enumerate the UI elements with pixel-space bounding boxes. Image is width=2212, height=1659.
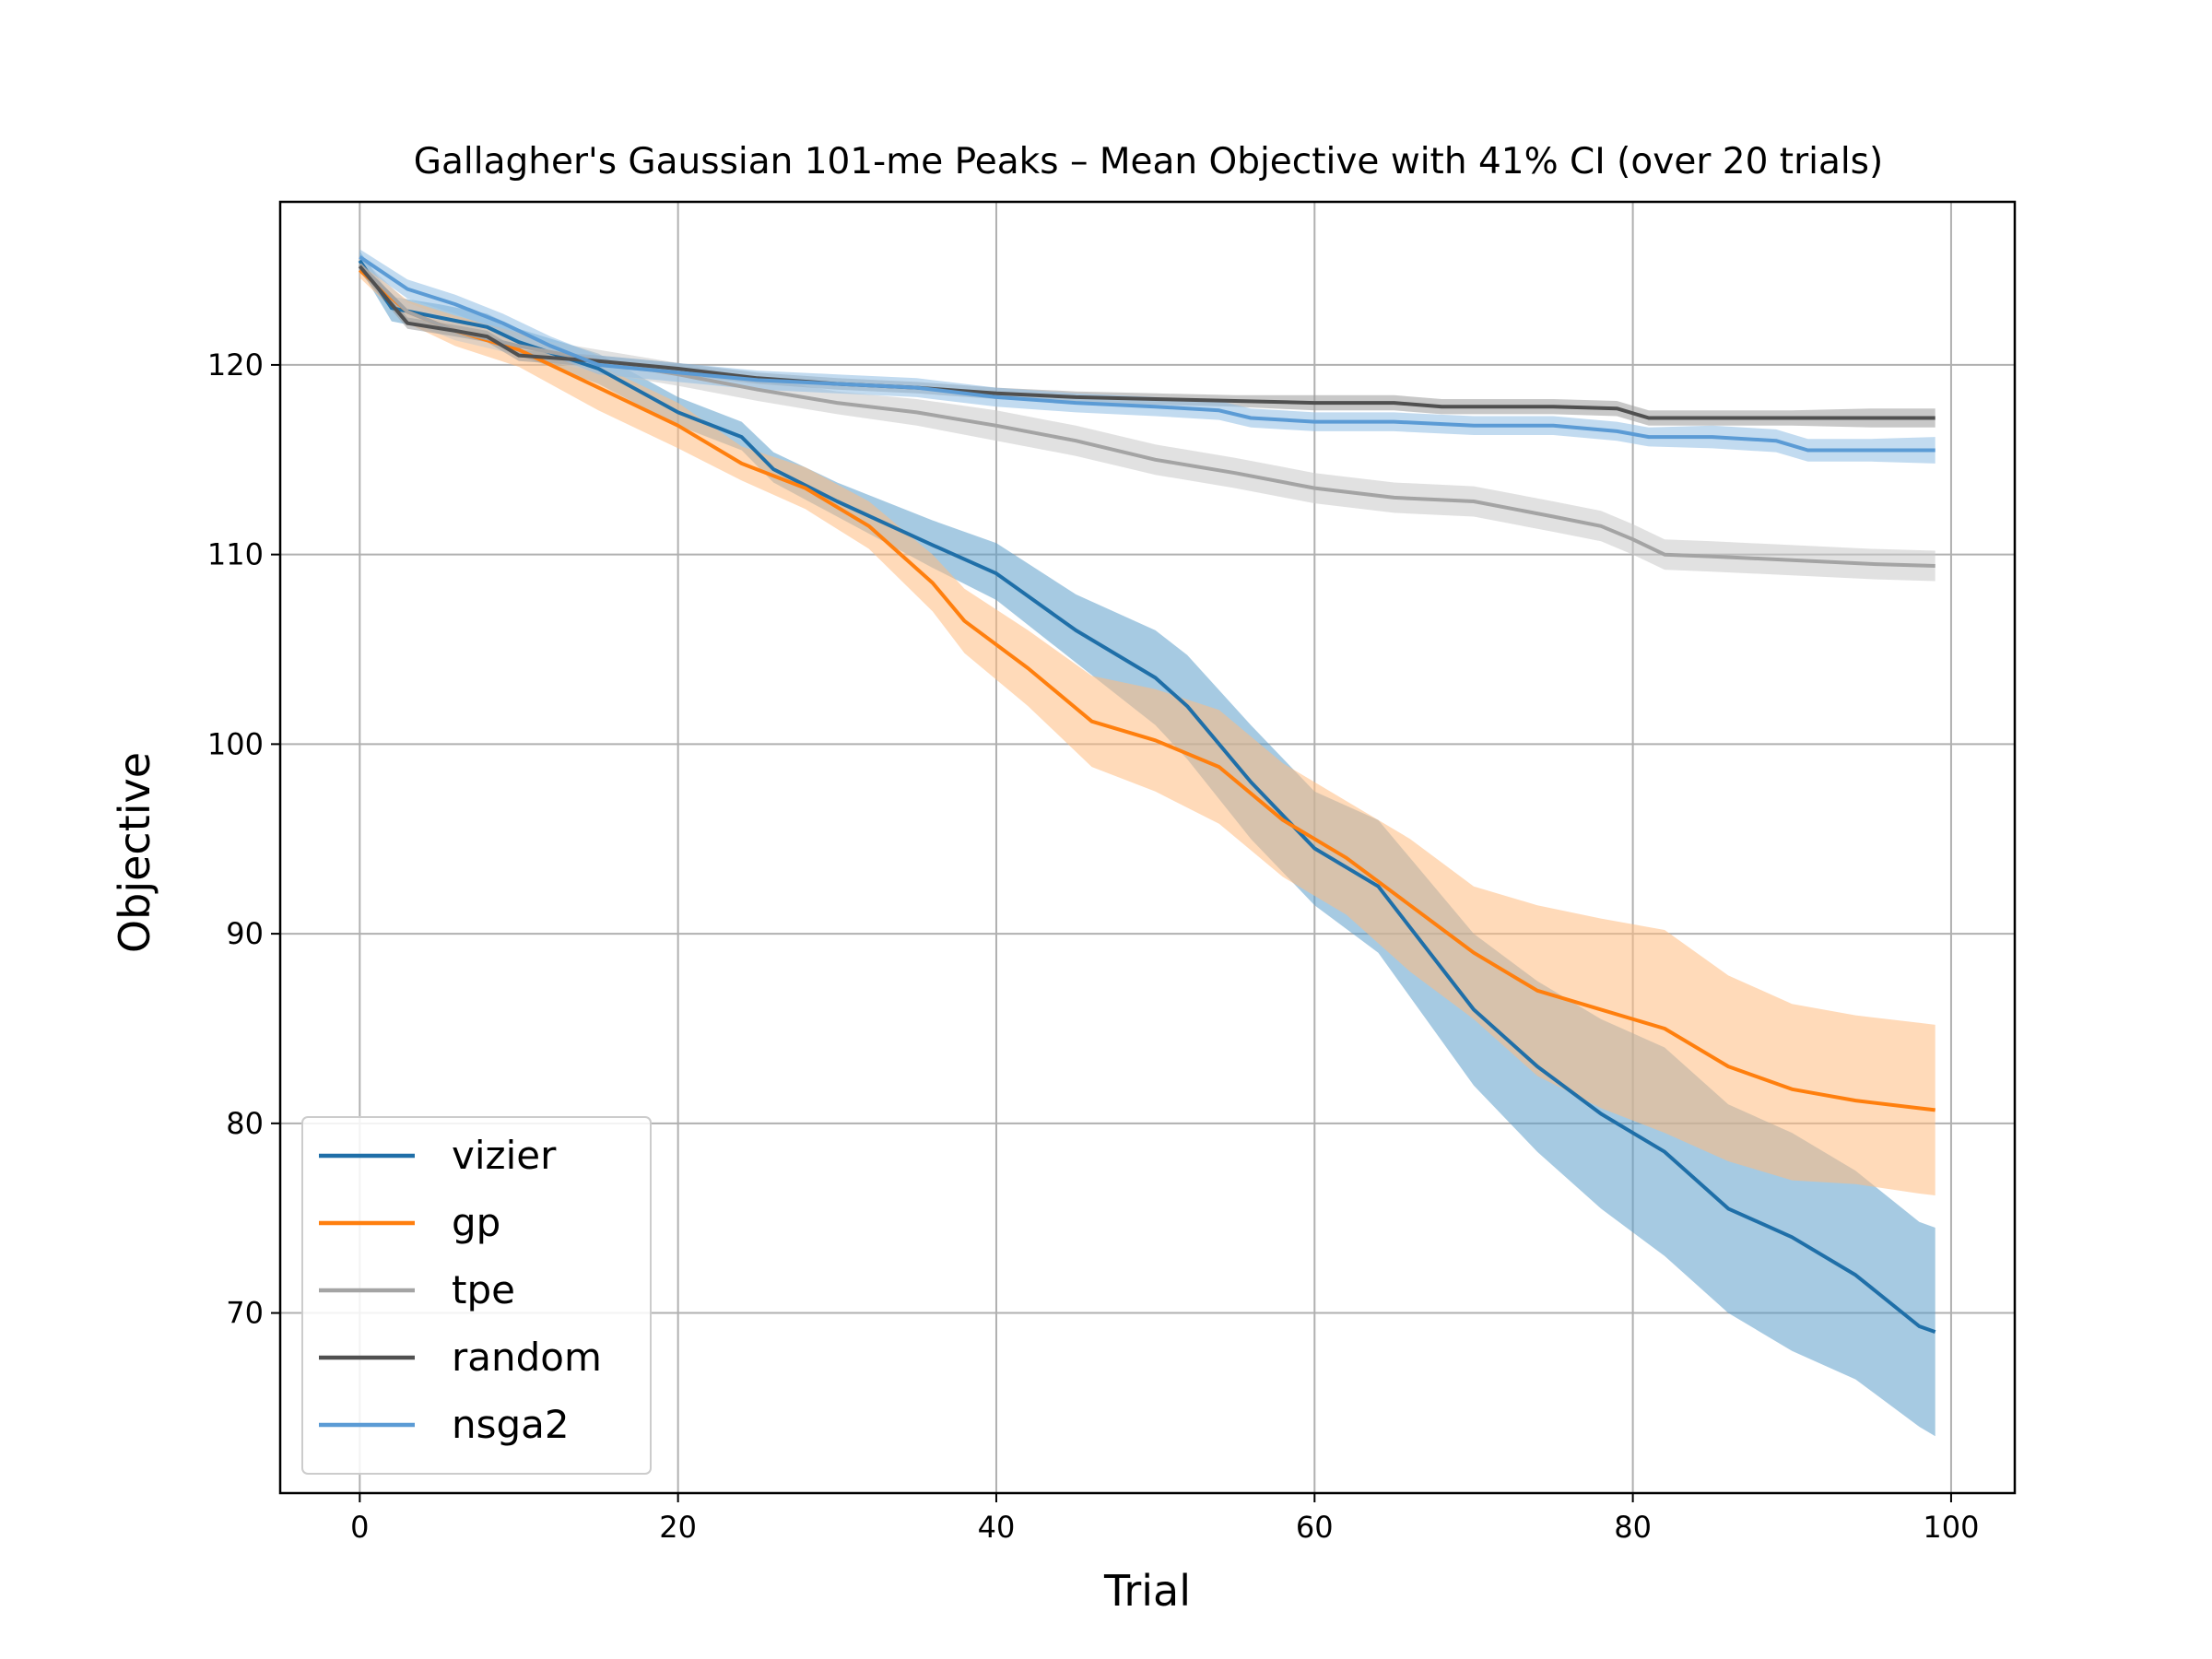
legend-label-random: random xyxy=(452,1335,602,1380)
y-tick-label: 100 xyxy=(207,726,264,761)
legend-box xyxy=(301,1116,652,1475)
x-tick-label: 0 xyxy=(350,1510,369,1545)
plot-frame xyxy=(278,200,2017,1495)
x-tick-label: 80 xyxy=(1614,1510,1652,1545)
legend-label-gp: gp xyxy=(452,1200,500,1245)
x-tick-label: 40 xyxy=(978,1510,1016,1545)
x-tick-label: 60 xyxy=(1296,1510,1334,1545)
ci-band-gp xyxy=(359,262,1936,1195)
series-line-random xyxy=(358,265,1936,420)
y-tick-label: 80 xyxy=(226,1106,264,1141)
y-tick-label: 120 xyxy=(207,347,264,382)
y-tick-label: 110 xyxy=(207,537,264,572)
axis-ticks: 0 20 40 60 80 100 70 80 90 100 110 120 xyxy=(207,347,1980,1545)
x-axis-label: Trial xyxy=(1103,1566,1191,1616)
legend-label-tpe: tpe xyxy=(452,1267,515,1312)
ci-band-vizier xyxy=(359,251,1936,1437)
series-lines xyxy=(358,255,1936,1334)
x-tick-label: 20 xyxy=(659,1510,697,1545)
legend-label-nsga2: nsga2 xyxy=(452,1402,570,1447)
y-tick-label: 90 xyxy=(226,916,264,951)
series-line-gp xyxy=(358,268,1936,1112)
y-tick-label: 70 xyxy=(226,1296,264,1331)
ci-band-random xyxy=(359,260,1936,428)
x-tick-label: 100 xyxy=(1923,1510,1979,1545)
chart-title: Gallagher's Gaussian 101-me Peaks – Mean… xyxy=(414,141,1883,182)
legend: vizier gp tpe random nsga2 xyxy=(301,1116,652,1475)
ci-band-tpe xyxy=(359,256,1936,582)
series-line-nsga2 xyxy=(359,255,1936,453)
legend-label-vizier: vizier xyxy=(452,1133,557,1178)
y-axis-label: Objective xyxy=(110,752,159,953)
